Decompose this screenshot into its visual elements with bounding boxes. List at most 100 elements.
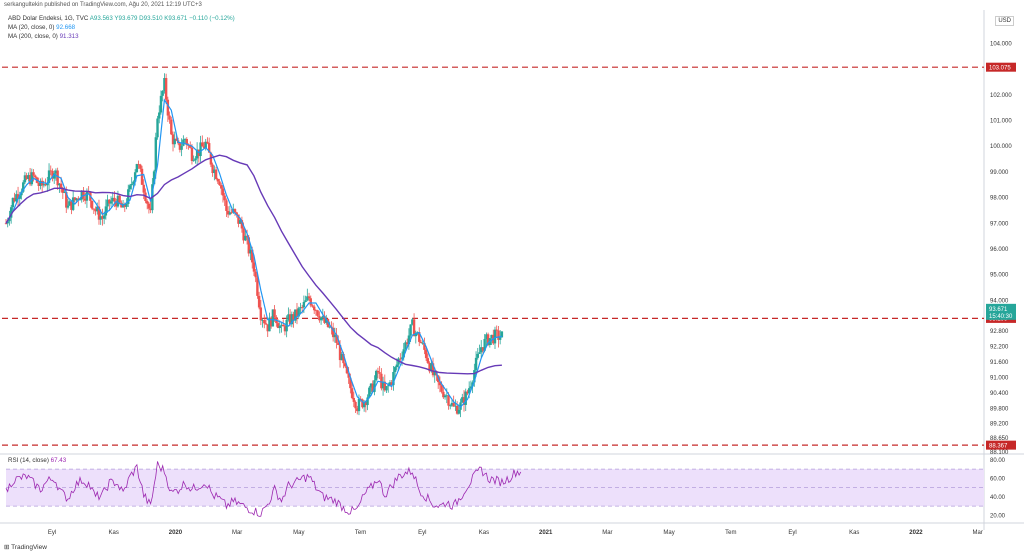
candle-body bbox=[259, 307, 263, 321]
candle-body bbox=[201, 142, 204, 147]
candle-body bbox=[344, 363, 347, 367]
candle-body bbox=[466, 391, 469, 394]
candle-body bbox=[311, 305, 314, 307]
ohlc-values: A93.563 Y93.679 D93.510 K93.671 −0.110 (… bbox=[89, 15, 235, 22]
candle-body bbox=[309, 298, 312, 306]
candle-body bbox=[102, 215, 106, 219]
candle-body bbox=[166, 99, 170, 116]
tradingview-logo[interactable]: ⊞ TradingView bbox=[4, 543, 47, 551]
time-tick-label: Eyl bbox=[788, 530, 796, 536]
candle-body bbox=[230, 212, 233, 214]
candle-body bbox=[257, 295, 261, 308]
ma200-label[interactable]: MA (200, close, 0) bbox=[8, 33, 58, 40]
candle-body bbox=[486, 334, 490, 345]
ma20-label[interactable]: MA (20, close, 0) bbox=[8, 24, 55, 31]
candle-body bbox=[4, 223, 8, 225]
candle-body bbox=[273, 309, 276, 318]
rsi-label[interactable]: RSI (14, close) bbox=[8, 457, 49, 464]
candle-body bbox=[123, 203, 127, 207]
candle-body bbox=[183, 139, 187, 140]
candle-body bbox=[220, 185, 223, 189]
candle-body bbox=[418, 332, 421, 342]
candle-body bbox=[447, 395, 450, 406]
candle-body bbox=[211, 164, 214, 174]
candle-body bbox=[282, 324, 285, 327]
candle-body bbox=[101, 216, 104, 219]
candle-body bbox=[245, 235, 249, 238]
candle-body bbox=[6, 221, 9, 224]
candle-body bbox=[111, 197, 114, 202]
time-axis: Eyl Kas 2020 Mar May Tem Eyl Kas 2021 Mar May Tem Ey… bbox=[48, 530, 983, 536]
candle-body bbox=[163, 78, 166, 92]
candle-body bbox=[368, 387, 371, 398]
candle-body bbox=[18, 195, 21, 199]
candle-body bbox=[90, 200, 94, 209]
candle-body bbox=[307, 296, 311, 299]
candle-body bbox=[342, 353, 345, 364]
candle-body bbox=[480, 347, 483, 353]
candle-body bbox=[28, 175, 32, 185]
candle-body bbox=[11, 197, 15, 208]
candle-body bbox=[338, 345, 342, 361]
candle-body bbox=[223, 195, 226, 201]
candle-body bbox=[207, 143, 211, 153]
price-tick-label: 92.800 bbox=[990, 329, 1009, 335]
candle-body bbox=[462, 397, 466, 405]
candle-body bbox=[240, 220, 244, 229]
candle-body bbox=[295, 309, 299, 317]
candle-body bbox=[424, 349, 428, 359]
candle-body bbox=[414, 332, 417, 337]
candle-body bbox=[378, 372, 381, 374]
candle-body bbox=[300, 307, 304, 308]
candle-body bbox=[139, 164, 142, 169]
candle-body bbox=[147, 203, 151, 209]
candle-body bbox=[15, 194, 18, 202]
price-tick-label: 90.400 bbox=[990, 391, 1009, 397]
time-tick-label: Kas bbox=[849, 530, 859, 536]
candle-body bbox=[159, 95, 163, 113]
candle-body bbox=[116, 195, 120, 207]
currency-badge[interactable]: USD bbox=[995, 16, 1014, 26]
candle-body bbox=[318, 315, 321, 321]
symbol-title[interactable]: ABD Dolar Endeksi, 1G, TVC bbox=[8, 15, 89, 22]
countdown-label: 15:40:30 bbox=[989, 314, 1013, 320]
candle-body bbox=[319, 317, 323, 321]
candle-body bbox=[278, 325, 281, 328]
candle-body bbox=[180, 145, 183, 150]
price-tick-label: 94.000 bbox=[990, 298, 1009, 304]
candle-body bbox=[457, 409, 461, 414]
candle-body bbox=[421, 342, 424, 344]
candle-body bbox=[254, 271, 257, 278]
rsi-tick-label: 80.00 bbox=[990, 458, 1006, 464]
candle-body bbox=[323, 316, 326, 323]
candle-body bbox=[185, 139, 188, 146]
candle-body bbox=[130, 183, 133, 186]
candle-body bbox=[132, 181, 135, 184]
candle-body bbox=[195, 149, 199, 159]
candle-body bbox=[106, 199, 109, 207]
candle-body bbox=[58, 183, 61, 186]
price-axis: 104.000 102.000 101.000 100.000 99.000 98.000… bbox=[990, 41, 1012, 456]
candle-body bbox=[485, 334, 488, 339]
publisher-note: serkangultekin published on TradingView.… bbox=[4, 2, 202, 8]
level-label: 103.075 bbox=[989, 65, 1011, 71]
candle-body bbox=[313, 306, 316, 311]
candle-body bbox=[37, 182, 40, 186]
candle-body bbox=[16, 194, 20, 199]
candle-body bbox=[192, 160, 195, 162]
candle-body bbox=[411, 319, 414, 325]
time-tick-label: 2021 bbox=[539, 530, 553, 536]
ma20-value: 92.668 bbox=[56, 24, 76, 31]
candle-body bbox=[392, 371, 395, 386]
candle-body bbox=[225, 200, 228, 211]
price-tick-label: 88.100 bbox=[990, 450, 1009, 456]
candle-body bbox=[464, 391, 467, 405]
candle-body bbox=[63, 191, 66, 193]
candle-body bbox=[170, 119, 173, 135]
candle-body bbox=[445, 395, 448, 397]
price-tick-label: 102.000 bbox=[990, 93, 1012, 99]
candle-body bbox=[216, 178, 219, 182]
candle-body bbox=[78, 199, 82, 201]
candle-body bbox=[71, 197, 75, 210]
